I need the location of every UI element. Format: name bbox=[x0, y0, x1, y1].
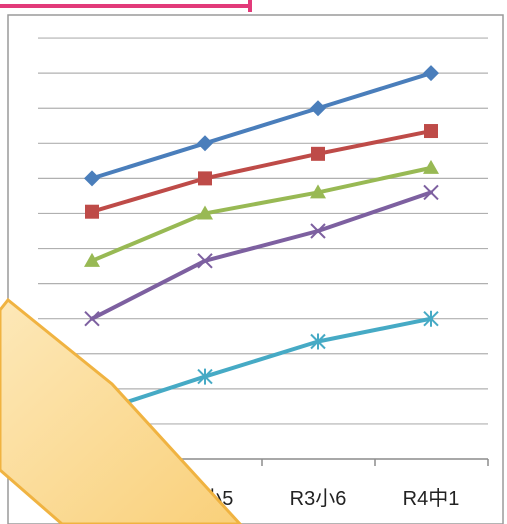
data-point-x bbox=[310, 223, 326, 239]
series-line-3 bbox=[90, 165, 433, 263]
data-point-triangle bbox=[423, 159, 439, 174]
gridlines bbox=[38, 37, 488, 425]
x-tick-label: R3小6 bbox=[290, 487, 347, 510]
header-accent-bar bbox=[0, 0, 252, 12]
data-point-star bbox=[423, 310, 439, 327]
data-point-x bbox=[84, 310, 100, 327]
data-point-square bbox=[85, 204, 99, 219]
plot-area bbox=[7, 14, 504, 524]
series-line-4 bbox=[90, 190, 433, 321]
series-group bbox=[84, 65, 439, 422]
data-point-square bbox=[311, 146, 325, 161]
data-point-diamond bbox=[423, 65, 439, 82]
data-point-star bbox=[197, 368, 213, 385]
data-point-star bbox=[310, 333, 326, 350]
data-point-square bbox=[424, 124, 438, 139]
data-point-diamond bbox=[310, 100, 326, 117]
x-tick-label: R4中1 bbox=[403, 487, 460, 510]
series-line-2 bbox=[90, 129, 433, 214]
data-point-x bbox=[423, 184, 439, 201]
data-point-square bbox=[198, 171, 212, 186]
series-line-1 bbox=[90, 71, 433, 181]
series-line-5 bbox=[90, 316, 433, 416]
data-point-diamond bbox=[84, 170, 100, 187]
data-point-diamond bbox=[197, 135, 213, 152]
data-point-triangle bbox=[197, 205, 213, 220]
data-point-triangle bbox=[84, 252, 100, 267]
data-point-triangle bbox=[310, 184, 326, 199]
callout-shape bbox=[0, 297, 243, 524]
data-point-x bbox=[197, 253, 213, 269]
